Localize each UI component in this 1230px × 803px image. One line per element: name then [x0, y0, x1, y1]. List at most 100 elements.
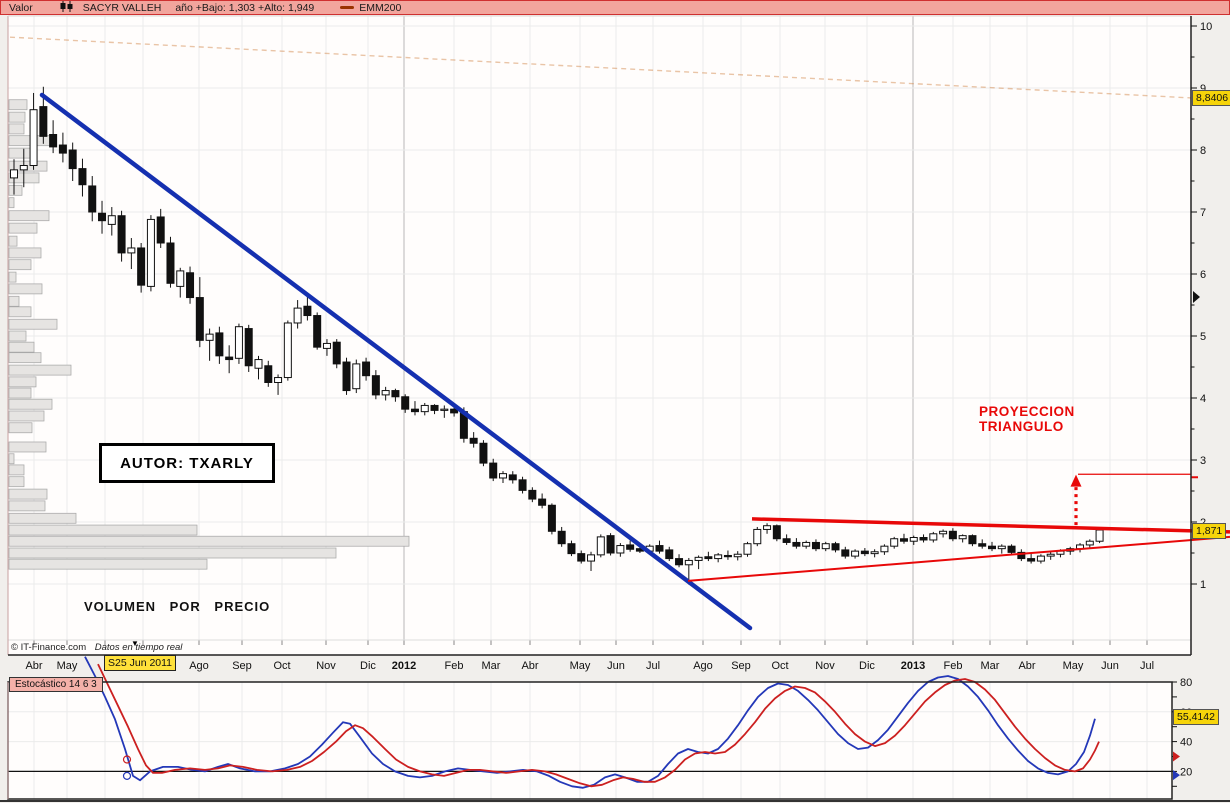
svg-text:2013: 2013 [901, 660, 925, 672]
candlestick [1017, 551, 1026, 560]
svg-text:2012: 2012 [392, 660, 416, 672]
candlestick [176, 270, 185, 287]
triangle-lower-line [687, 535, 1230, 582]
valor-label: Valor [9, 1, 33, 14]
candlestick [303, 305, 312, 317]
candlestick [841, 549, 850, 557]
candlestick [978, 543, 987, 547]
candlestick [244, 328, 253, 367]
svg-text:4: 4 [1200, 393, 1206, 405]
candlestick [547, 504, 556, 532]
author-annotation-box: AUTOR: TXARLY [99, 443, 275, 483]
candlestick [469, 437, 478, 444]
svg-text:May: May [1063, 660, 1084, 672]
candlestick [606, 535, 615, 554]
candlestick [655, 545, 664, 552]
svg-text:1: 1 [1200, 579, 1206, 591]
candlestick [499, 473, 507, 479]
candlestick [410, 408, 419, 413]
stoch-axis[interactable]: 80604020 [1172, 677, 1192, 787]
stochastic-value-tag: 55,4142 [1173, 709, 1219, 725]
svg-text:Feb: Feb [944, 660, 963, 672]
svg-text:5: 5 [1200, 331, 1206, 343]
candlestick [997, 545, 1006, 550]
selected-date-tag[interactable]: S25 Jun 2011 [104, 655, 177, 671]
ema-legend-label: EMM200 [359, 1, 402, 14]
svg-text:May: May [570, 660, 591, 672]
candlestick [156, 216, 165, 244]
candlestick [587, 554, 596, 562]
projection-line1: PROYECCION [979, 404, 1075, 419]
candlestick [508, 474, 517, 481]
svg-text:9: 9 [1200, 83, 1206, 95]
candlestick [117, 215, 126, 254]
candlestick [567, 543, 576, 555]
candlestick [254, 359, 263, 369]
candlestick [371, 375, 380, 396]
candlestick [107, 215, 116, 225]
svg-text:Nov: Nov [316, 660, 336, 672]
svg-text:Jul: Jul [646, 660, 660, 672]
svg-text:Nov: Nov [815, 660, 835, 672]
price-axis[interactable]: 10987654321 [1191, 21, 1212, 591]
candlestick [694, 556, 703, 561]
svg-text:Mar: Mar [981, 660, 1000, 672]
candlestick [596, 536, 605, 556]
time-axis[interactable]: Abr May Ago Sep Oct Nov Dic 2012 Feb Mar Abr May Jun… [25, 660, 1154, 672]
candlestick [899, 538, 908, 542]
candlestick [322, 342, 331, 349]
candlestick [616, 545, 625, 554]
candlestick [665, 549, 674, 560]
candlestick [733, 553, 742, 558]
candlestick [939, 530, 948, 535]
candlestick [968, 535, 977, 545]
volume-by-price-label: VOLUMEN POR PRECIO [84, 599, 271, 614]
author-text: AUTOR: TXARLY [120, 454, 254, 472]
candlestick [450, 408, 459, 414]
svg-text:Sep: Sep [731, 660, 751, 672]
svg-text:Oct: Oct [771, 660, 788, 672]
candlestick [870, 551, 879, 555]
svg-text:Abr: Abr [25, 660, 42, 672]
candlestick [313, 315, 322, 348]
stoch-last-value-marker [1173, 751, 1180, 762]
candlestick [909, 537, 918, 542]
candlestick [802, 541, 811, 547]
candlestick [362, 361, 371, 377]
candlestick [1036, 555, 1045, 562]
svg-text:Sep: Sep [232, 660, 252, 672]
candlestick [29, 109, 38, 166]
candlestick [557, 530, 566, 545]
svg-text:7: 7 [1200, 207, 1206, 219]
candlestick [1046, 553, 1055, 557]
candlestick [225, 356, 234, 361]
candlestick [518, 479, 527, 491]
candlestick [792, 541, 801, 547]
svg-text:Abr: Abr [521, 660, 538, 672]
candlestick [929, 533, 938, 541]
svg-text:Dic: Dic [360, 660, 376, 672]
candlestick [274, 377, 283, 384]
candlestick [10, 169, 18, 179]
svg-text:6: 6 [1200, 269, 1206, 281]
candlestick [137, 247, 146, 286]
svg-text:Abr: Abr [1018, 660, 1035, 672]
svg-text:Jul: Jul [1140, 660, 1154, 672]
stochastic-indicator-label[interactable]: Estocástico 14 6 3 [9, 677, 103, 692]
candlestick [714, 554, 723, 560]
svg-text:40: 40 [1180, 737, 1192, 749]
stoch-last-value-marker [1173, 770, 1180, 781]
year-range-label: año +Bajo: 1,303 +Alto: 1,949 [175, 1, 315, 14]
triangle-upper-line [751, 517, 1230, 534]
candlestick [49, 134, 58, 148]
svg-text:10: 10 [1200, 21, 1212, 33]
candlestick [98, 212, 107, 222]
svg-text:Oct: Oct [273, 660, 290, 672]
candlestick [215, 332, 224, 357]
svg-text:Jun: Jun [1101, 660, 1119, 672]
svg-text:Dic: Dic [859, 660, 875, 672]
ema-value-tag: 8,8406 [1192, 90, 1230, 106]
